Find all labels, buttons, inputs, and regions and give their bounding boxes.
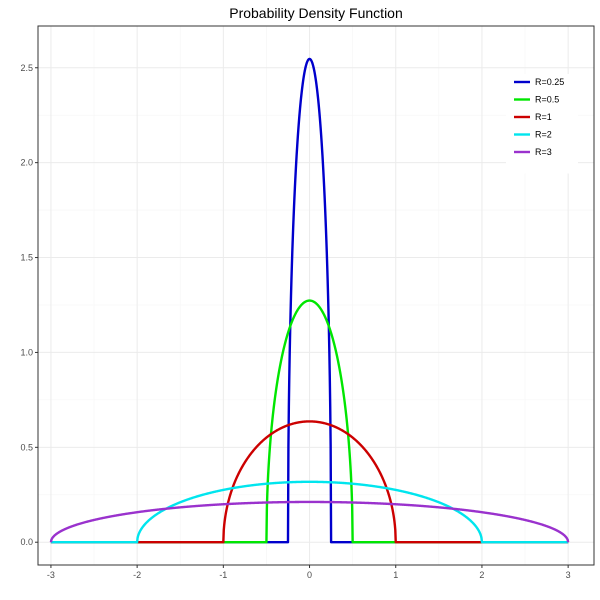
x-tick-label: -1 [219,570,227,580]
series-lines [49,57,570,544]
legend-label: R=3 [535,147,552,157]
series-line-r-2 [50,480,569,544]
legend-label: R=2 [535,130,552,140]
legend-label: R=0.5 [535,95,559,105]
y-tick-label: 1.5 [20,253,33,263]
y-tick-label: 2.5 [20,63,33,73]
series-line-r-3 [49,500,570,543]
y-tick-label: 2.0 [20,158,33,168]
legend-label: R=0.25 [535,77,564,87]
y-tick-label: 0.0 [20,537,33,547]
axes: -3 -2 -1 0 1 2 3 0.0 0.5 1.0 1.5 2.0 2.5 [20,63,570,580]
y-tick-label: 1.0 [20,347,33,357]
x-tick-label: -2 [133,570,141,580]
x-tick-label: 0 [307,570,312,580]
x-tick-label: -3 [47,570,55,580]
chart-title: Probability Density Function [229,5,403,21]
x-tick-label: 2 [479,570,484,580]
x-tick-label: 3 [566,570,571,580]
legend: R=0.25 R=0.5 R=1 R=2 R=3 [506,74,578,174]
legend-label: R=1 [535,112,552,122]
plot-panel-border [37,25,595,566]
x-tick-label: 1 [393,570,398,580]
legend-background [506,74,578,174]
y-tick-label: 0.5 [20,442,33,452]
